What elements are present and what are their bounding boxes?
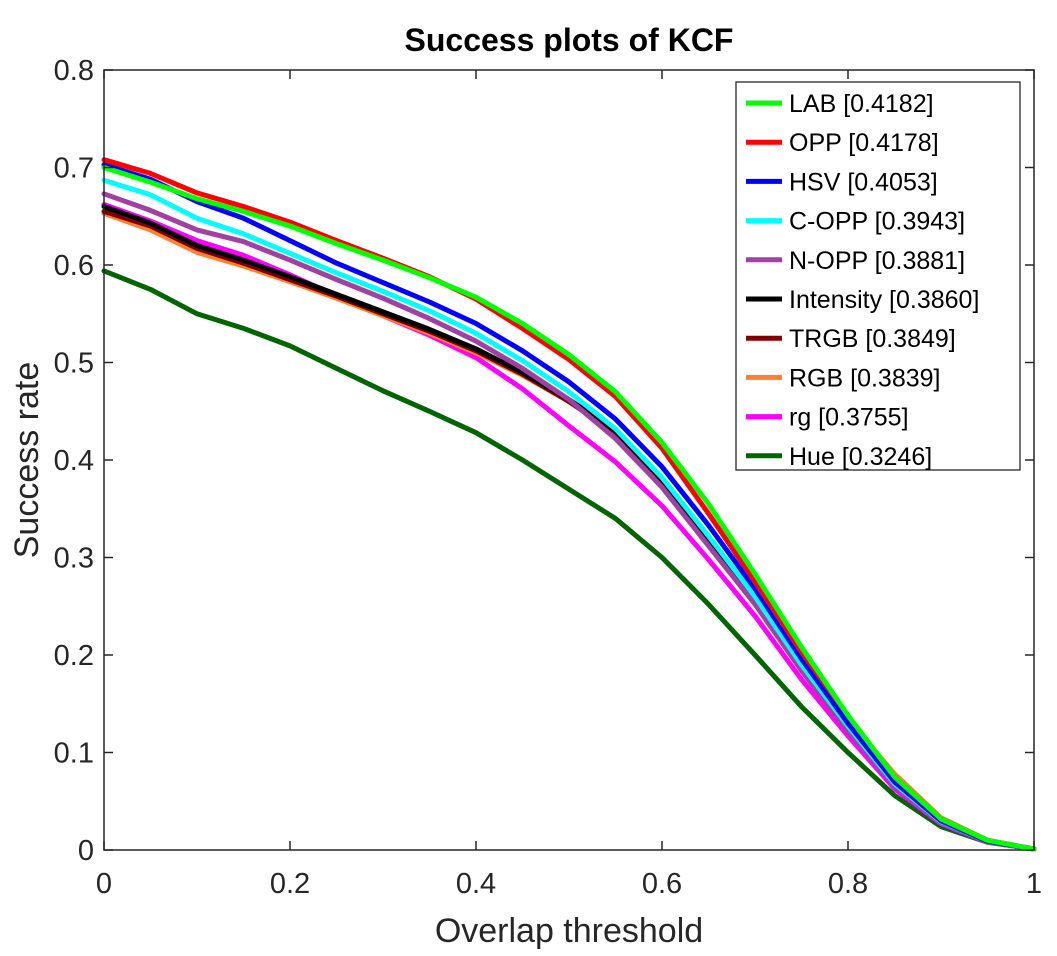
y-tick-label: 0.6 (54, 250, 94, 282)
y-tick-label: 0.8 (54, 55, 94, 87)
y-tick-label: 0.7 (54, 153, 94, 185)
y-axis-ticks: 0 0.1 0.2 0.3 0.4 0.5 0.6 0.7 0.8 (54, 55, 1034, 867)
plot-lines (101, 157, 1037, 852)
y-tick-label: 0.5 (54, 348, 94, 380)
series-line-2 (101, 162, 1037, 852)
legend-label-3: C-OPP [0.3943] (789, 208, 965, 236)
legend-label-0: LAB [0.4182] (789, 90, 934, 118)
legend: LAB [0.4182] OPP [0.4178] HSV [0.4053] C-OP… (735, 81, 1021, 471)
legend-label-2: HSV [0.4053] (789, 168, 938, 196)
plot-area-border (103, 69, 1035, 851)
legend-label-1: OPP [0.4178] (789, 129, 939, 157)
x-tick-label: 0 (96, 868, 112, 900)
y-tick-label: 0.1 (54, 738, 94, 770)
x-tick-label: 0.2 (270, 868, 310, 900)
legend-label-9: Hue [0.3246] (789, 443, 932, 471)
series-line-0 (101, 165, 1037, 852)
legend-label-8: rg [0.3755] (789, 404, 909, 432)
x-tick-label: 0.6 (642, 868, 682, 900)
legend-label-7: RGB [0.3839] (789, 364, 940, 392)
x-tick-label: 1 (1026, 868, 1042, 900)
chart-title: Success plots of KCF (405, 22, 734, 58)
y-tick-label: 0.2 (54, 640, 94, 672)
y-tick-label: 0.4 (54, 445, 94, 477)
x-axis-ticks: 0 0.2 0.4 0.6 0.8 1 (96, 70, 1042, 900)
y-tick-label: 0 (78, 835, 94, 867)
legend-label-5: Intensity [0.3860] (789, 286, 979, 314)
x-axis-label: Overlap threshold (435, 912, 703, 950)
y-axis-label: Success rate (8, 362, 46, 559)
series-line-9 (101, 268, 1037, 852)
legend-label-6: TRGB [0.3849] (789, 325, 956, 353)
x-tick-label: 0.8 (828, 868, 868, 900)
x-tick-label: 0.4 (456, 868, 496, 900)
y-tick-label: 0.3 (54, 543, 94, 575)
legend-box (735, 81, 1021, 471)
legend-label-4: N-OPP [0.3881] (789, 247, 965, 275)
